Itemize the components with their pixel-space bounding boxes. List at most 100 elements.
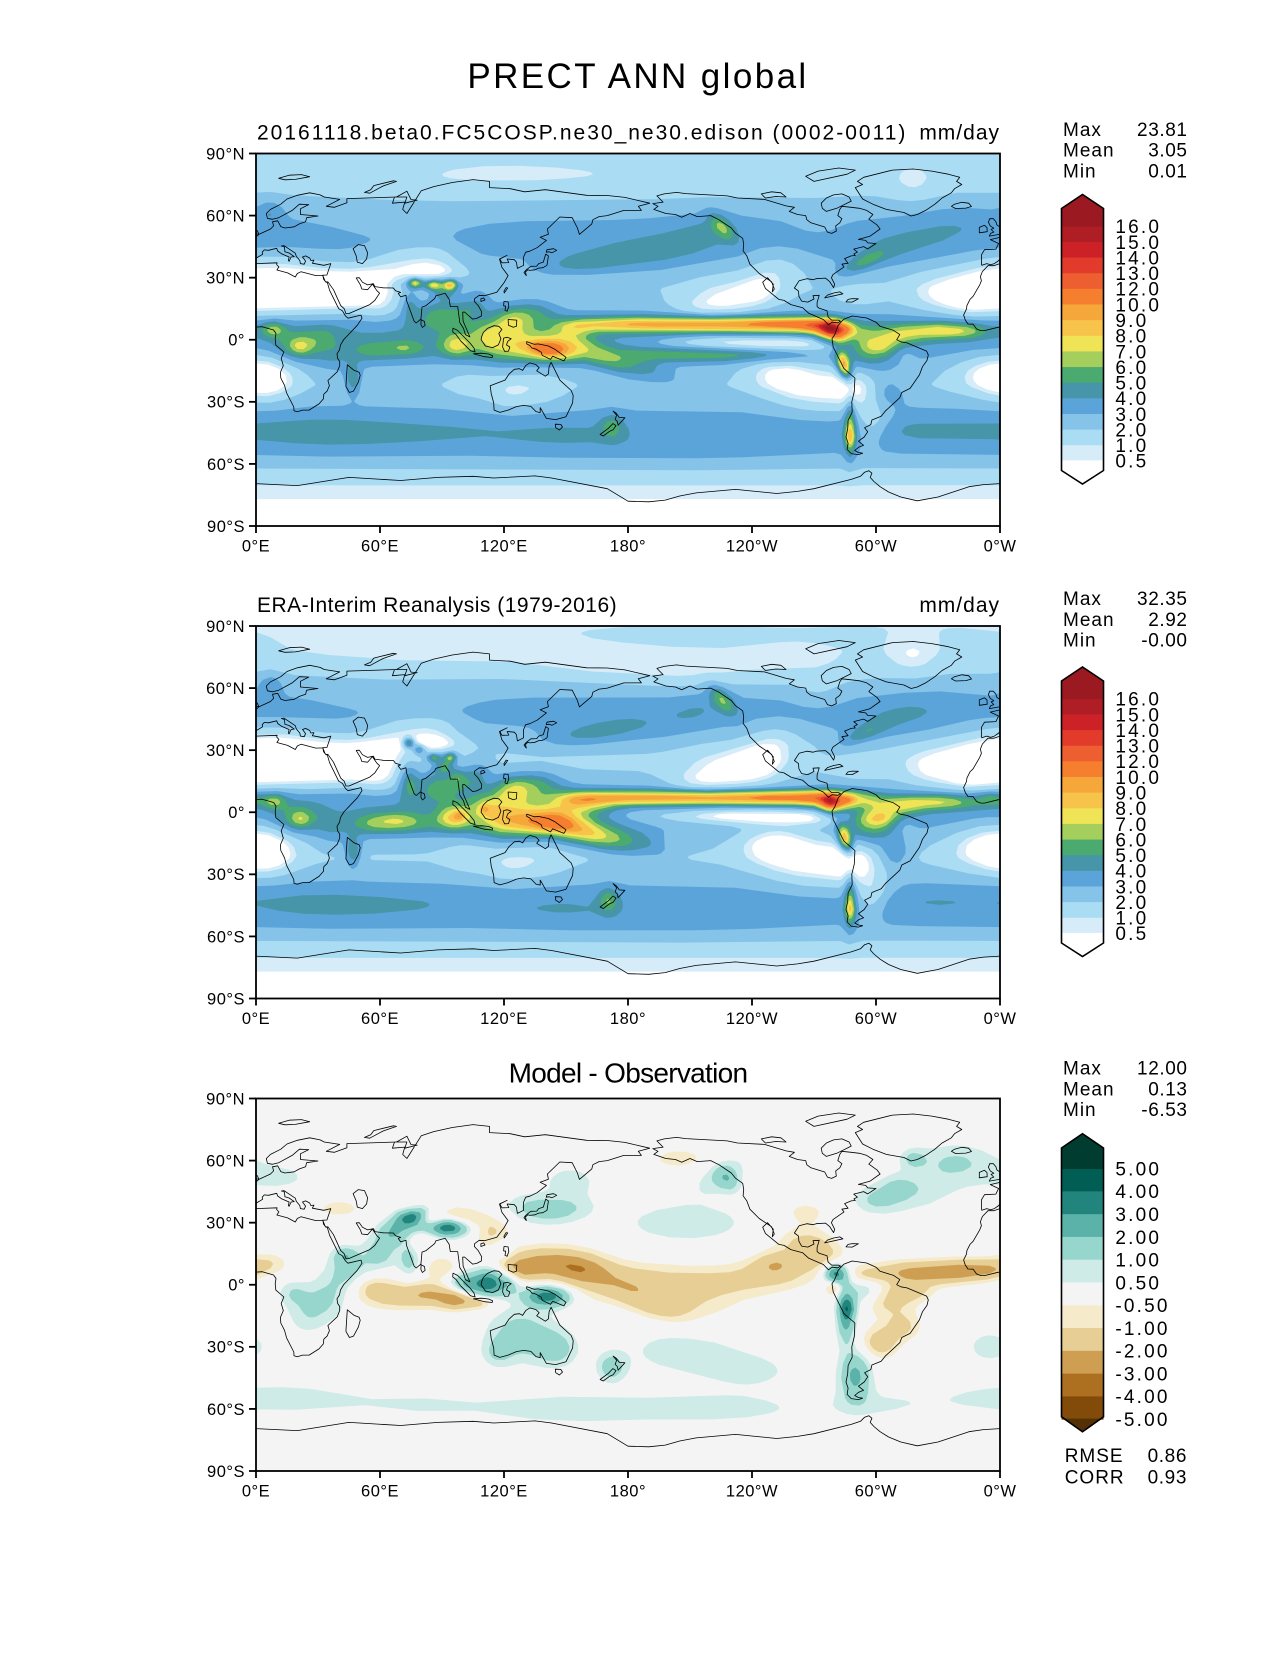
svg-text:6.0: 6.0 [1115, 830, 1148, 851]
svg-text:60°N: 60°N [206, 1152, 245, 1170]
svg-text:120°W: 120°W [726, 1483, 778, 1501]
svg-text:60°S: 60°S [207, 1401, 245, 1419]
svg-text:14.0: 14.0 [1115, 721, 1161, 742]
svg-text:5.0: 5.0 [1115, 846, 1148, 867]
svg-text:0°E: 0°E [242, 1010, 270, 1028]
svg-text:0.13: 0.13 [1148, 1079, 1187, 1100]
svg-text:13.0: 13.0 [1115, 264, 1161, 285]
svg-text:60°S: 60°S [207, 456, 245, 474]
svg-text:Mean: Mean [1063, 1079, 1115, 1100]
svg-text:0°W: 0°W [984, 1010, 1017, 1028]
svg-text:9.0: 9.0 [1115, 311, 1148, 332]
svg-text:Min: Min [1063, 1100, 1097, 1121]
svg-text:mm/day: mm/day [919, 594, 1000, 617]
svg-text:180°: 180° [610, 538, 646, 556]
svg-text:60°W: 60°W [855, 1010, 898, 1028]
svg-text:Max: Max [1063, 120, 1102, 141]
svg-text:12.00: 12.00 [1137, 1059, 1188, 1080]
svg-text:RMSE: RMSE [1065, 1446, 1124, 1467]
svg-text:60°S: 60°S [207, 928, 245, 946]
svg-text:6.0: 6.0 [1115, 358, 1148, 379]
svg-text:90°N: 90°N [206, 145, 245, 163]
svg-text:15.0: 15.0 [1115, 705, 1161, 726]
svg-text:Max: Max [1063, 1059, 1102, 1080]
svg-text:12.0: 12.0 [1115, 752, 1161, 773]
svg-text:30°N: 30°N [206, 1215, 245, 1233]
svg-text:60°E: 60°E [361, 538, 399, 556]
svg-text:0°E: 0°E [242, 1483, 270, 1501]
svg-text:3.0: 3.0 [1115, 877, 1148, 898]
svg-text:60°E: 60°E [361, 1483, 399, 1501]
svg-text:180°: 180° [610, 1483, 646, 1501]
svg-text:20161118.beta0.FC5COSP.ne30_ne: 20161118.beta0.FC5COSP.ne30_ne30.edison … [257, 122, 907, 145]
svg-text:0.5: 0.5 [1115, 924, 1148, 945]
svg-text:16.0: 16.0 [1115, 217, 1161, 238]
svg-text:CORR: CORR [1065, 1468, 1125, 1489]
svg-text:Model - Observation: Model - Observation [509, 1058, 748, 1089]
svg-text:PRECT ANN global: PRECT ANN global [467, 57, 808, 96]
svg-text:-1.00: -1.00 [1115, 1319, 1169, 1340]
svg-text:1.00: 1.00 [1115, 1251, 1161, 1272]
svg-text:60°W: 60°W [855, 538, 898, 556]
svg-text:4.00: 4.00 [1115, 1182, 1161, 1203]
svg-text:90°S: 90°S [207, 1463, 245, 1481]
svg-text:30°S: 30°S [207, 866, 245, 884]
svg-text:23.81: 23.81 [1137, 120, 1188, 141]
svg-text:120°W: 120°W [726, 538, 778, 556]
svg-text:90°S: 90°S [207, 518, 245, 536]
svg-text:60°E: 60°E [361, 1010, 399, 1028]
svg-text:0°: 0° [228, 332, 245, 350]
svg-text:120°E: 120°E [480, 538, 528, 556]
svg-text:120°E: 120°E [480, 1483, 528, 1501]
svg-text:5.00: 5.00 [1115, 1159, 1161, 1180]
svg-text:30°S: 30°S [207, 394, 245, 412]
svg-text:14.0: 14.0 [1115, 248, 1161, 269]
svg-text:10.0: 10.0 [1115, 768, 1161, 789]
svg-text:9.0: 9.0 [1115, 783, 1148, 804]
svg-text:0°E: 0°E [242, 538, 270, 556]
svg-text:Min: Min [1063, 631, 1097, 652]
svg-text:7.0: 7.0 [1115, 815, 1148, 836]
svg-text:Mean: Mean [1063, 610, 1115, 631]
svg-text:0°W: 0°W [984, 1483, 1017, 1501]
svg-text:2.0: 2.0 [1115, 420, 1148, 441]
svg-text:2.0: 2.0 [1115, 893, 1148, 914]
svg-text:Max: Max [1063, 589, 1102, 610]
svg-text:Min: Min [1063, 161, 1097, 182]
svg-text:120°E: 120°E [480, 1010, 528, 1028]
svg-text:10.0: 10.0 [1115, 295, 1161, 316]
svg-text:0°: 0° [228, 804, 245, 822]
svg-text:0°W: 0°W [984, 538, 1017, 556]
svg-text:0.5: 0.5 [1115, 452, 1148, 473]
svg-text:2.00: 2.00 [1115, 1228, 1161, 1249]
svg-text:60°N: 60°N [206, 207, 245, 225]
svg-text:7.0: 7.0 [1115, 342, 1148, 363]
svg-text:2.92: 2.92 [1148, 610, 1187, 631]
svg-text:1.0: 1.0 [1115, 909, 1148, 930]
svg-text:30°N: 30°N [206, 742, 245, 760]
svg-text:13.0: 13.0 [1115, 737, 1161, 758]
svg-text:-0.50: -0.50 [1115, 1296, 1169, 1317]
svg-text:90°N: 90°N [206, 1090, 245, 1108]
svg-text:-3.00: -3.00 [1115, 1364, 1169, 1385]
svg-text:12.0: 12.0 [1115, 280, 1161, 301]
svg-text:1.0: 1.0 [1115, 436, 1148, 457]
svg-text:16.0: 16.0 [1115, 690, 1161, 711]
svg-text:120°W: 120°W [726, 1010, 778, 1028]
svg-text:mm/day: mm/day [919, 122, 1000, 145]
svg-text:0.01: 0.01 [1148, 161, 1187, 182]
svg-text:3.05: 3.05 [1148, 141, 1187, 162]
svg-text:30°S: 30°S [207, 1339, 245, 1357]
svg-text:15.0: 15.0 [1115, 233, 1161, 254]
svg-text:ERA-Interim Reanalysis (1979-2: ERA-Interim Reanalysis (1979-2016) [257, 594, 617, 617]
svg-text:8.0: 8.0 [1115, 327, 1148, 348]
svg-text:-0.00: -0.00 [1141, 631, 1187, 652]
svg-text:-4.00: -4.00 [1115, 1387, 1169, 1408]
svg-text:-2.00: -2.00 [1115, 1342, 1169, 1363]
svg-text:3.00: 3.00 [1115, 1205, 1161, 1226]
svg-text:32.35: 32.35 [1137, 589, 1188, 610]
svg-text:5.0: 5.0 [1115, 374, 1148, 395]
svg-text:-5.00: -5.00 [1115, 1410, 1169, 1431]
svg-text:4.0: 4.0 [1115, 389, 1148, 410]
svg-text:0°: 0° [228, 1277, 245, 1295]
